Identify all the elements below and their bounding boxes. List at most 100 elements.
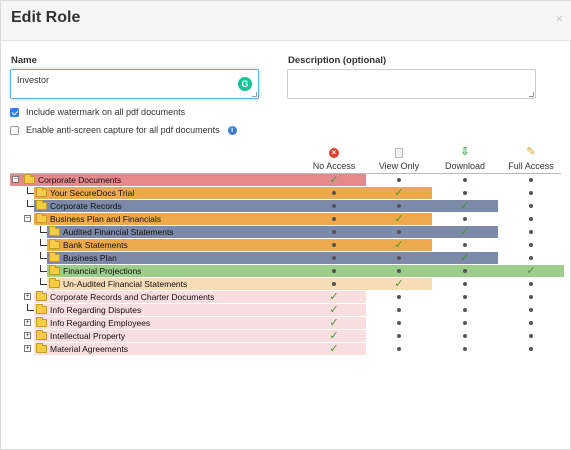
column-header-view-only[interactable]: View Only xyxy=(364,146,434,171)
permission-cell-download[interactable] xyxy=(430,265,500,277)
column-header-download[interactable]: ⇩ Download xyxy=(430,146,500,172)
permission-cell-no-access[interactable] xyxy=(299,226,369,238)
radio-dot-icon xyxy=(463,217,467,221)
permission-cell-full-access[interactable] xyxy=(496,239,566,251)
permission-cell-download[interactable] xyxy=(430,291,500,303)
permission-cell-view-only[interactable] xyxy=(364,226,434,238)
permission-cell-view-only[interactable] xyxy=(364,291,434,303)
permission-cell-view-only[interactable] xyxy=(364,330,434,342)
permission-cell-full-access[interactable] xyxy=(496,330,566,342)
tree-row[interactable]: Audited Financial Statements ✓ xyxy=(1,226,571,238)
permission-cell-no-access[interactable] xyxy=(299,213,369,225)
tree-row[interactable]: Un-Audited Financial Statements ✓ xyxy=(1,278,571,290)
folder-label: Business Plan and Financials xyxy=(50,214,162,224)
check-icon: ✓ xyxy=(460,225,470,238)
permission-cell-no-access[interactable]: ✓ xyxy=(299,330,369,342)
name-input[interactable]: Investor G xyxy=(10,69,259,99)
description-input[interactable] xyxy=(287,69,536,99)
tree-row[interactable]: Bank Statements ✓ xyxy=(1,239,571,251)
permission-cell-full-access[interactable] xyxy=(496,200,566,212)
permission-cell-view-only[interactable]: ✓ xyxy=(364,187,434,199)
permission-cell-download[interactable] xyxy=(430,343,500,355)
column-header-full-access[interactable]: ✎ Full Access xyxy=(496,146,566,172)
permission-cell-view-only[interactable] xyxy=(364,174,434,186)
permission-cell-full-access[interactable] xyxy=(496,304,566,316)
resize-grip-icon[interactable] xyxy=(252,92,257,97)
permission-cell-no-access[interactable]: ✓ xyxy=(299,304,369,316)
permission-cell-download[interactable] xyxy=(430,278,500,290)
permission-cell-full-access[interactable] xyxy=(496,252,566,264)
anti-screen-capture-checkbox[interactable] xyxy=(10,125,19,135)
grammarly-icon[interactable]: G xyxy=(238,77,252,91)
permission-cell-view-only[interactable]: ✓ xyxy=(364,239,434,251)
permission-cell-no-access[interactable]: ✓ xyxy=(299,343,369,355)
permission-cell-no-access[interactable] xyxy=(299,265,369,277)
permission-cell-full-access[interactable] xyxy=(496,317,566,329)
tree-row[interactable]: Business Plan ✓ xyxy=(1,252,571,264)
permission-cell-view-only[interactable] xyxy=(364,343,434,355)
permission-cell-download[interactable] xyxy=(430,174,500,186)
anti-screen-capture-option[interactable]: Enable anti-screen capture for all pdf d… xyxy=(10,125,237,135)
tree-row[interactable]: Financial Projections ✓ xyxy=(1,265,571,277)
tree-row[interactable]: + Corporate Records and Charter Documents… xyxy=(1,291,571,303)
info-icon[interactable]: i xyxy=(227,125,237,135)
permission-cell-no-access[interactable]: ✓ xyxy=(299,317,369,329)
radio-dot-icon xyxy=(463,295,467,299)
permission-cell-download[interactable]: ✓ xyxy=(430,200,500,212)
column-header-no-access[interactable]: × No Access xyxy=(299,146,369,171)
tree-row[interactable]: + Info Regarding Employees ✓ xyxy=(1,317,571,329)
permission-cell-download[interactable]: ✓ xyxy=(430,226,500,238)
permission-cell-full-access[interactable] xyxy=(496,213,566,225)
permission-cell-no-access[interactable] xyxy=(299,239,369,251)
expand-icon[interactable]: + xyxy=(24,332,31,339)
permission-cell-download[interactable] xyxy=(430,330,500,342)
permission-cell-no-access[interactable]: ✓ xyxy=(299,174,369,186)
permission-cell-download[interactable] xyxy=(430,187,500,199)
tree-row[interactable]: Your SecureDocs Trial ✓ xyxy=(1,187,571,199)
tree-row[interactable]: + Material Agreements ✓ xyxy=(1,343,571,355)
folder-label: Intellectual Property xyxy=(50,331,126,341)
permission-cell-no-access[interactable] xyxy=(299,278,369,290)
resize-grip-icon[interactable] xyxy=(529,92,534,97)
expand-icon[interactable]: + xyxy=(24,293,31,300)
expand-icon[interactable]: + xyxy=(24,345,31,352)
permission-cell-full-access[interactable] xyxy=(496,291,566,303)
permission-cell-view-only[interactable] xyxy=(364,304,434,316)
tree-row[interactable]: + Intellectual Property ✓ xyxy=(1,330,571,342)
permission-cell-download[interactable]: ✓ xyxy=(430,252,500,264)
collapse-icon[interactable]: − xyxy=(12,176,19,183)
permission-cell-download[interactable] xyxy=(430,304,500,316)
permission-cell-view-only[interactable] xyxy=(364,265,434,277)
permission-cell-view-only[interactable]: ✓ xyxy=(364,278,434,290)
permission-cell-full-access[interactable] xyxy=(496,343,566,355)
permission-cell-no-access[interactable] xyxy=(299,200,369,212)
permission-highlight xyxy=(47,252,498,264)
permission-cell-no-access[interactable] xyxy=(299,187,369,199)
permission-cell-view-only[interactable] xyxy=(364,317,434,329)
tree-row[interactable]: Corporate Records ✓ xyxy=(1,200,571,212)
permission-cell-full-access[interactable]: ✓ xyxy=(496,265,566,277)
permission-cell-download[interactable] xyxy=(430,213,500,225)
watermark-option[interactable]: Include watermark on all pdf documents xyxy=(10,107,185,117)
close-icon[interactable]: × xyxy=(555,11,563,26)
permission-cell-view-only[interactable] xyxy=(364,252,434,264)
permission-cell-view-only[interactable] xyxy=(364,200,434,212)
permission-cell-full-access[interactable] xyxy=(496,226,566,238)
permission-cell-full-access[interactable] xyxy=(496,187,566,199)
column-label: View Only xyxy=(378,161,420,171)
permission-highlight xyxy=(34,291,366,303)
permission-cell-no-access[interactable]: ✓ xyxy=(299,291,369,303)
collapse-icon[interactable]: − xyxy=(24,215,31,222)
column-label: Full Access xyxy=(508,161,554,171)
watermark-checkbox[interactable] xyxy=(10,107,19,117)
permission-cell-full-access[interactable] xyxy=(496,174,566,186)
permission-cell-full-access[interactable] xyxy=(496,278,566,290)
permission-cell-no-access[interactable] xyxy=(299,252,369,264)
tree-row[interactable]: − Corporate Documents ✓ xyxy=(1,174,571,186)
permission-cell-view-only[interactable]: ✓ xyxy=(364,213,434,225)
permission-cell-download[interactable] xyxy=(430,317,500,329)
tree-row[interactable]: Info Regarding Disputes ✓ xyxy=(1,304,571,316)
permission-cell-download[interactable] xyxy=(430,239,500,251)
expand-icon[interactable]: + xyxy=(24,319,31,326)
tree-row[interactable]: − Business Plan and Financials ✓ xyxy=(1,213,571,225)
